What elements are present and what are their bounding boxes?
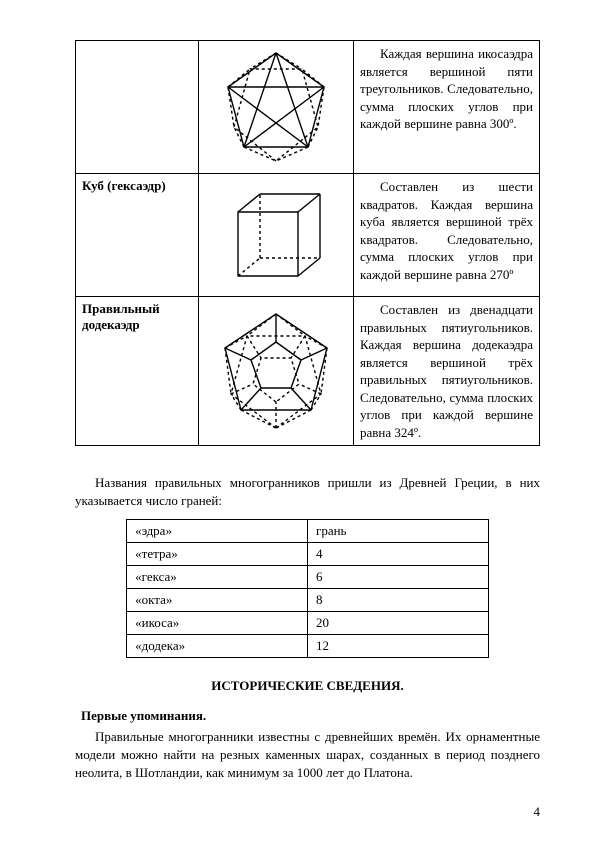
solid-name-cell [76,41,199,174]
greek-val: 4 [308,543,489,566]
intro-paragraph: Названия правильных многогранников пришл… [75,474,540,509]
greek-key: «гекса» [127,566,308,589]
solid-figure-cell [199,174,354,297]
table-row: «икоса» 20 [127,612,489,635]
solid-name-cell: Куб (гексаэдр) [76,174,199,297]
solid-figure-cell [199,297,354,446]
dodecahedron-icon [211,306,341,436]
table-row: Правильный додекаэдр [76,297,540,446]
greek-key: «додека» [127,635,308,658]
greek-val: 8 [308,589,489,612]
solid-desc-cell: Составлен из двенадцати правильных пятиу… [354,297,540,446]
table-row: «эдра» грань [127,520,489,543]
subsection-heading: Первые упоминания. [75,708,540,724]
section-title: ИСТОРИЧЕСКИЕ СВЕДЕНИЯ. [75,678,540,694]
greek-key: «эдра» [127,520,308,543]
solid-desc-text: Составлен из двенадцати правильных пятиу… [360,301,533,441]
page-number: 4 [534,804,541,820]
greek-val: 6 [308,566,489,589]
table-row: «гекса» 6 [127,566,489,589]
solid-desc-text: Каждая вершина икосаэдра является вершин… [360,45,533,133]
solid-desc-text: Составлен из шести квадратов. Каждая вер… [360,178,533,283]
solids-table: Каждая вершина икосаэдра является вершин… [75,40,540,446]
greek-val: 12 [308,635,489,658]
table-row: «додека» 12 [127,635,489,658]
greek-key: «тетра» [127,543,308,566]
greek-key: «окта» [127,589,308,612]
greek-val: грань [308,520,489,543]
table-row: «окта» 8 [127,589,489,612]
solid-name-cell: Правильный додекаэдр [76,297,199,446]
greek-key: «икоса» [127,612,308,635]
greek-val: 20 [308,612,489,635]
greek-table: «эдра» грань «тетра» 4 «гекса» 6 «окта» … [126,519,489,658]
table-row: Куб (гексаэдр) [76,174,540,297]
table-row: «тетра» 4 [127,543,489,566]
cube-icon [216,180,336,290]
solid-desc-cell: Каждая вершина икосаэдра является вершин… [354,41,540,174]
icosahedron-icon [216,47,336,167]
history-paragraph: Правильные многогранники известны с древ… [75,728,540,781]
solid-desc-cell: Составлен из шести квадратов. Каждая вер… [354,174,540,297]
table-row: Каждая вершина икосаэдра является вершин… [76,41,540,174]
solid-figure-cell [199,41,354,174]
